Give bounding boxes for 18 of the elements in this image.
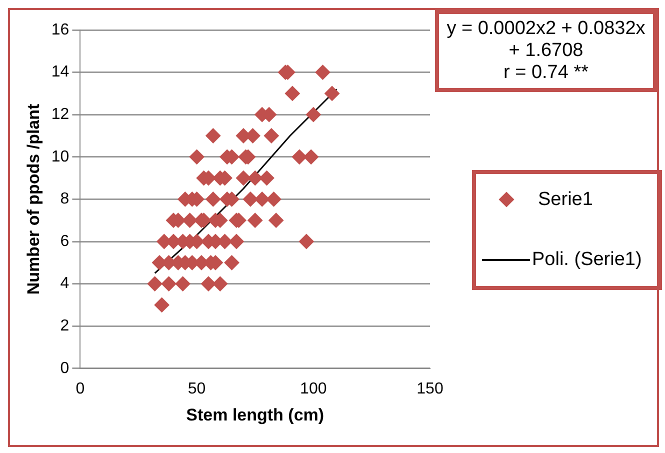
legend-label: Serie1 (537, 188, 593, 212)
text: r = 0.74 ** (502, 62, 590, 84)
x-tick-label: 100 (300, 380, 327, 398)
y-tick-label: 0 (60, 360, 70, 377)
x-tick-label: 50 (188, 380, 206, 398)
legend-label: Poli. (Serie1) (532, 248, 642, 272)
y-tick-label: 16 (51, 21, 70, 38)
y-tick-label: 4 (60, 275, 70, 292)
x-tick-label: 0 (76, 380, 85, 398)
y-tick-label: 14 (51, 64, 70, 81)
y-tick-label: 12 (51, 106, 70, 124)
y-tick-label: 2 (60, 318, 70, 335)
y-tick-label: 10 (51, 148, 70, 166)
y-axis-title: Number of ppods /plant (24, 103, 43, 295)
y-tick-label: 6 (60, 232, 70, 250)
y-tick-label: 8 (60, 190, 70, 208)
x-tick-label: 150 (416, 380, 444, 398)
x-axis-title: Stem length (cm) (186, 405, 324, 424)
